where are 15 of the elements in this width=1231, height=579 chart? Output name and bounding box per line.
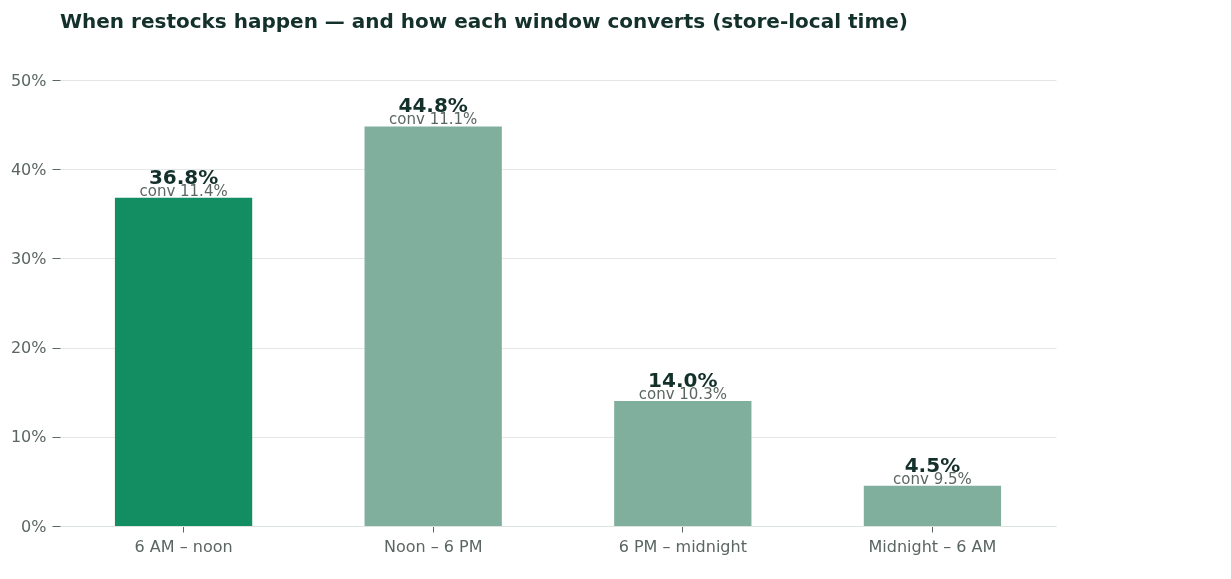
y-tick-label: 0%	[21, 516, 47, 536]
bar	[614, 401, 752, 526]
y-tick-label: 10%	[10, 427, 47, 447]
x-tick-label: Noon – 6 PM	[383, 536, 483, 556]
x-tick-label: 6 AM – noon	[134, 536, 233, 556]
x-tick-label: Midnight – 6 AM	[868, 536, 997, 556]
bar	[863, 485, 1002, 526]
bar	[114, 197, 253, 526]
bar	[364, 126, 502, 526]
y-tick-label: 40%	[10, 159, 47, 179]
y-tick-label: 30%	[10, 248, 47, 268]
y-tick-label: 50%	[10, 70, 47, 90]
chart-title: When restocks happen — and how each window converts (store-local time)	[60, 9, 908, 33]
y-tick-label: 20%	[10, 338, 47, 358]
x-tick-label: 6 PM – midnight	[618, 536, 747, 556]
